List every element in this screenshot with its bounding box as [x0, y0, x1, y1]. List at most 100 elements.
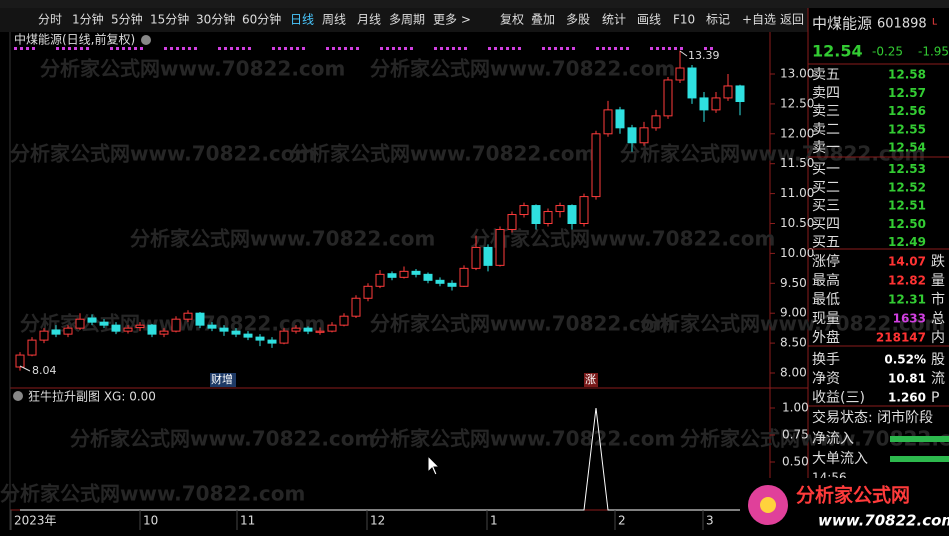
signal-dot	[554, 47, 557, 50]
signal-dot	[62, 47, 65, 50]
signal-dot	[284, 47, 287, 50]
candle-body	[51, 329, 61, 335]
stat-value: 1633	[893, 312, 926, 326]
period-button[interactable]: 5分钟	[111, 12, 143, 27]
signal-dot	[434, 47, 437, 50]
signal-dot	[218, 47, 221, 50]
signal-dot	[512, 47, 515, 50]
stat-label: 最高	[812, 272, 840, 289]
signal-dot	[410, 47, 413, 50]
candle-body	[651, 115, 661, 129]
event-tag	[584, 373, 598, 387]
candle-body	[279, 330, 289, 344]
candle-body	[27, 339, 37, 356]
tool-button[interactable]: 统计	[602, 13, 626, 27]
signal-dot	[566, 47, 569, 50]
signal-dot	[332, 47, 335, 50]
flow-label: 净流入	[812, 431, 854, 447]
collapse-icon[interactable]	[141, 35, 151, 45]
candle-body	[15, 354, 25, 368]
signal-dot	[560, 47, 563, 50]
collapse-icon[interactable]	[13, 391, 23, 401]
period-button[interactable]: 分时	[38, 13, 62, 27]
stat-value: 0.52%	[884, 353, 926, 367]
book-price: 12.49	[888, 235, 926, 249]
x-tick-label: 1	[490, 514, 498, 528]
y-tick-label: 10.50	[780, 216, 814, 230]
candle-body	[339, 315, 349, 326]
candle-body	[615, 109, 625, 129]
watermark: 分析家公式网www.70822.com	[370, 312, 675, 336]
signal-dot	[248, 47, 251, 50]
tool-button[interactable]: 多股	[566, 13, 590, 27]
period-button[interactable]: 周线	[322, 13, 346, 27]
candle-body	[99, 321, 109, 326]
candle-body	[195, 312, 205, 326]
signal-dot	[620, 47, 623, 50]
tool-button[interactable]: +自选	[742, 13, 776, 27]
signal-dot	[20, 47, 23, 50]
tool-button[interactable]: 标记	[706, 13, 730, 27]
signal-dot	[488, 47, 491, 50]
signal-dot	[326, 47, 329, 50]
period-button[interactable]: 60分钟	[242, 12, 281, 27]
tool-button[interactable]: 画线	[637, 13, 661, 27]
signal-dot	[548, 47, 551, 50]
stat-label-cut: 量	[931, 273, 945, 289]
signal-dot	[464, 47, 467, 50]
flag: L	[932, 18, 937, 28]
candle-body	[411, 270, 421, 275]
candle-body	[471, 246, 481, 269]
candle-body	[231, 330, 241, 335]
y-tick-label: 1.00	[782, 401, 809, 415]
book-price: 12.50	[888, 217, 926, 231]
period-button[interactable]: 日线	[290, 13, 314, 27]
signal-dot	[650, 47, 653, 50]
period-button[interactable]: 多周期	[389, 13, 425, 27]
book-label: 卖四	[812, 85, 840, 101]
flow-bar	[890, 456, 949, 462]
candle-body	[303, 327, 313, 332]
stat-label-cut: 跌	[931, 254, 945, 270]
stat-value: 1.260	[888, 391, 926, 405]
x-tick-label: 3	[706, 514, 714, 528]
signal-dot	[446, 47, 449, 50]
y-tick-label: 8.00	[780, 366, 807, 380]
y-tick-label: 11.50	[780, 156, 814, 170]
tool-button[interactable]: 返回	[780, 13, 804, 27]
candle-body	[591, 133, 601, 198]
candle-body	[639, 127, 649, 144]
watermark: 分析家公式网www.70822.com	[370, 57, 675, 81]
watermark: 分析家公式网www.70822.com	[620, 142, 925, 166]
toolbar	[0, 8, 808, 32]
tool-button[interactable]: 叠加	[531, 13, 555, 27]
period-button[interactable]: 15分钟	[150, 12, 189, 27]
signal-dot	[626, 47, 629, 50]
y-tick-label: 0.75	[782, 428, 809, 442]
signal-dot	[440, 47, 443, 50]
stat-value: 14.07	[888, 255, 926, 269]
signal-dot	[518, 47, 521, 50]
signal-dot	[176, 47, 179, 50]
tool-button[interactable]: 复权	[500, 13, 524, 27]
signal-dot	[356, 47, 359, 50]
period-button[interactable]: 月线	[357, 13, 381, 27]
stat-label-cut: 股	[931, 352, 945, 368]
period-button[interactable]: 更多 >	[433, 13, 471, 27]
watermark: 分析家公式网www.70822.com	[70, 427, 375, 451]
candle-body	[495, 228, 505, 266]
y-tick-label: 8.50	[780, 336, 807, 350]
period-button[interactable]: 30分钟	[196, 12, 235, 27]
signal-dot	[140, 47, 143, 50]
signal-dot	[608, 47, 611, 50]
candle-body	[579, 196, 589, 224]
y-tick-label: 11.00	[780, 186, 814, 200]
period-button[interactable]: 1分钟	[72, 12, 104, 27]
candle-body	[603, 109, 613, 135]
tool-button[interactable]: F10	[673, 13, 695, 27]
book-price: 12.57	[888, 86, 926, 100]
book-price: 12.54	[888, 141, 926, 155]
stat-label: 收益(三)	[812, 390, 865, 406]
book-label: 买五	[812, 235, 840, 251]
candle-body	[111, 324, 121, 332]
